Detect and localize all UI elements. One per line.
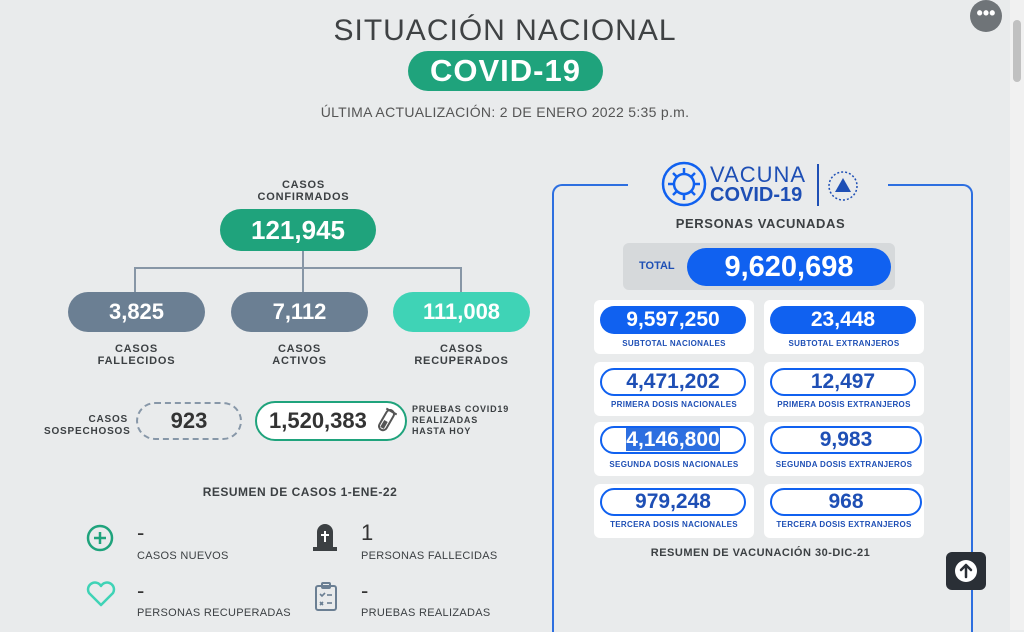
vaccination-summary-title: RESUMEN DE VACUNACIÓN 30-DIC-21 — [650, 547, 871, 559]
tests-value: 1,520,383 — [269, 408, 367, 433]
deaths-today-value: 1 — [361, 520, 374, 545]
active-value: 7,112 — [231, 292, 368, 332]
total-box: TOTAL 9,620,698 — [623, 243, 895, 290]
subtotal-foreign-card: 23,448 SUBTOTAL EXTRANJEROS — [764, 300, 924, 354]
national-emblem-icon — [827, 170, 859, 207]
first-dose-national-card: 4,471,202 PRIMERA DOSIS NACIONALES — [594, 362, 754, 416]
third-dose-foreign-card: 968 TERCERA DOSIS EXTRANJEROS — [764, 484, 924, 538]
virus-icon — [660, 160, 708, 213]
subtotal-national-label: SUBTOTAL NACIONALES — [622, 339, 726, 348]
second-dose-national-card: 4,146,800 SEGUNDA DOSIS NACIONALES — [594, 422, 754, 476]
covid-badge: COVID-19 — [408, 51, 603, 91]
connector-line — [302, 251, 304, 293]
deaths-today-label: PERSONAS FALLECIDAS — [361, 550, 498, 562]
plus-circle-icon — [86, 524, 114, 557]
vaccine-logo-line1: VACUNA — [710, 162, 807, 187]
connector-line — [460, 267, 462, 293]
deaths-value: 3,825 — [68, 292, 205, 332]
tombstone-icon — [312, 522, 338, 557]
third-dose-national-label: TERCERA DOSIS NACIONALES — [610, 520, 738, 529]
third-dose-national-card: 979,248 TERCERA DOSIS NACIONALES — [594, 484, 754, 538]
subtotal-national-value: 9,597,250 — [600, 306, 746, 334]
first-dose-national-label: PRIMERA DOSIS NACIONALES — [610, 400, 738, 409]
first-dose-national-value: 4,471,202 — [600, 368, 746, 396]
deaths-label: CASOS FALLECIDOS — [97, 343, 176, 367]
first-dose-foreign-card: 12,497 PRIMERA DOSIS EXTRANJEROS — [764, 362, 924, 416]
total-label: TOTAL — [639, 260, 675, 272]
clipboard-checklist-icon — [314, 582, 338, 617]
third-dose-foreign-value: 968 — [770, 488, 922, 516]
subtotal-national-card: 9,597,250 SUBTOTAL NACIONALES — [594, 300, 754, 354]
recovered-today-value: - — [137, 578, 145, 603]
third-dose-national-value: 979,248 — [600, 488, 746, 516]
vaccinated-heading: PERSONAS VACUNADAS — [675, 216, 846, 231]
logo-divider — [817, 164, 819, 206]
scrollbar-track[interactable] — [1010, 0, 1024, 630]
heart-icon — [86, 581, 116, 612]
tests-today-value: - — [361, 578, 369, 603]
scrollbar-thumb[interactable] — [1013, 20, 1021, 82]
second-dose-foreign-label: SEGUNDA DOSIS EXTRANJEROS — [775, 460, 913, 469]
suspected-value: 923 — [136, 402, 242, 440]
first-dose-foreign-label: PRIMERA DOSIS EXTRANJEROS — [777, 400, 911, 409]
third-dose-foreign-label: TERCERA DOSIS EXTRANJEROS — [776, 520, 912, 529]
recovered-value: 111,008 — [393, 292, 530, 332]
first-dose-foreign-value: 12,497 — [770, 368, 916, 396]
subtotal-foreign-label: SUBTOTAL EXTRANJEROS — [788, 339, 900, 348]
tests-box: 1,520,383 — [255, 401, 407, 441]
vaccine-logo-line2: COVID-19 — [710, 184, 803, 206]
vaccine-logo: VACUNA COVID-19 — [628, 160, 888, 212]
confirmed-label: CASOS CONFIRMADOS — [257, 179, 350, 203]
cases-summary-title: RESUMEN DE CASOS 1-ENE-22 — [202, 485, 398, 499]
second-dose-national-pill: 4,146,800 — [600, 426, 746, 454]
page-title: SITUACIÓN NACIONAL — [333, 14, 677, 47]
last-updated: ÚLTIMA ACTUALIZACIÓN: 2 DE ENERO 2022 5:… — [320, 104, 690, 120]
connector-line — [134, 267, 461, 269]
second-dose-foreign-value: 9,983 — [770, 426, 922, 454]
recovered-today-label: PERSONAS RECUPERADAS — [137, 607, 291, 619]
back-to-top-button[interactable] — [946, 552, 986, 590]
recovered-label: CASOS RECUPERADOS — [414, 343, 509, 367]
tests-label: PRUEBAS COVID19 REALIZADAS HASTA HOY — [412, 404, 510, 436]
second-dose-national-label: SEGUNDA DOSIS NACIONALES — [609, 460, 739, 469]
new-cases-value: - — [137, 520, 145, 545]
total-value: 9,620,698 — [687, 248, 891, 286]
arrow-up-icon — [955, 560, 977, 582]
subtotal-foreign-value: 23,448 — [770, 306, 916, 334]
connector-line — [134, 267, 136, 293]
confirmed-cases-value: 121,945 — [220, 209, 376, 251]
test-tube-icon — [375, 407, 398, 440]
second-dose-national-value[interactable]: 4,146,800 — [626, 428, 720, 451]
more-options-button[interactable]: ••• — [970, 0, 1002, 32]
new-cases-label: CASOS NUEVOS — [137, 550, 229, 562]
suspected-label: CASOS SOSPECHOSOS — [44, 414, 131, 437]
active-label: CASOS ACTIVOS — [272, 343, 327, 367]
second-dose-foreign-card: 9,983 SEGUNDA DOSIS EXTRANJEROS — [764, 422, 924, 476]
tests-today-label: PRUEBAS REALIZADAS — [361, 607, 491, 619]
